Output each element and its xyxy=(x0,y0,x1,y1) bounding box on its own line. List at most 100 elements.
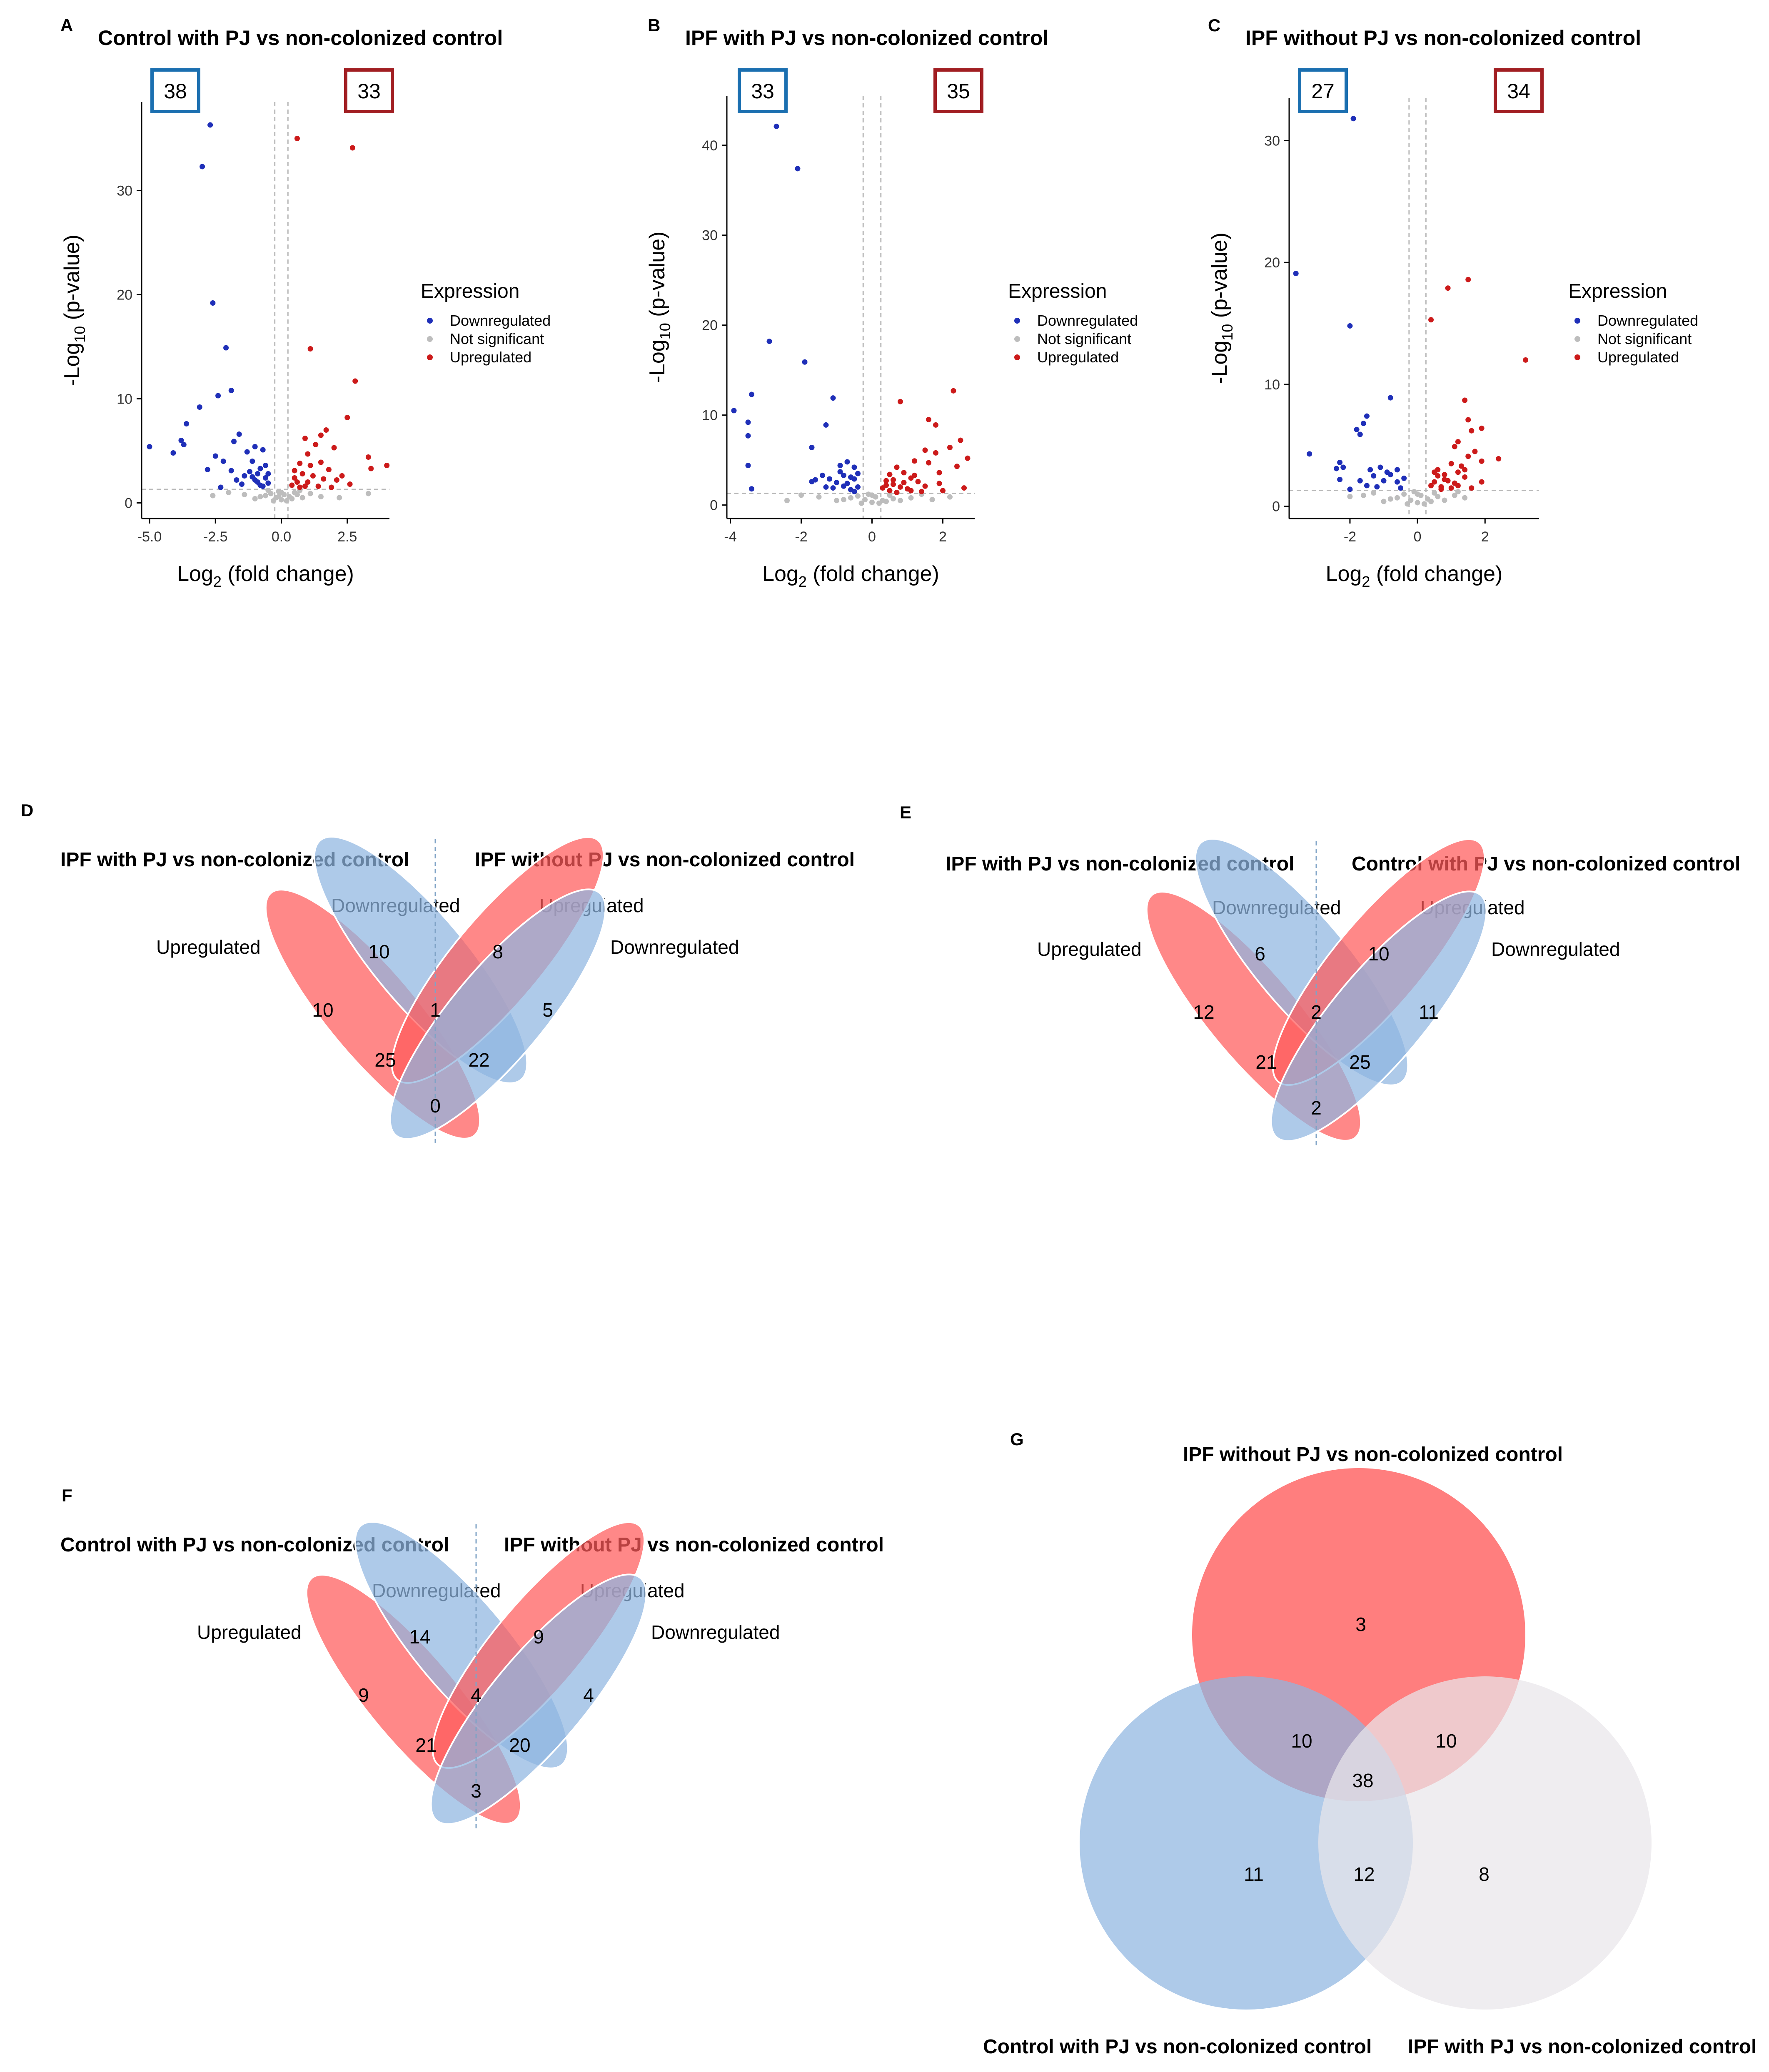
count-up: 34 xyxy=(1507,80,1530,103)
data-point-not-significant xyxy=(887,492,893,498)
data-point-upregulated xyxy=(1472,449,1478,454)
data-point-upregulated xyxy=(894,464,900,470)
count-box-down xyxy=(1298,68,1348,113)
y-axis-title-sub: 10 xyxy=(656,323,674,339)
volcano-panel-C: C IPF without PJ vs non-colonized control… xyxy=(1208,15,1698,590)
data-point-upregulated xyxy=(297,484,303,490)
panel-letter: F xyxy=(62,1486,72,1505)
set-label-left-up: Upregulated xyxy=(197,1621,302,1643)
venn-set-title-top: IPF without PJ vs non-colonized control xyxy=(1183,1444,1563,1466)
data-point-downregulated xyxy=(244,449,250,455)
data-point-not-significant xyxy=(1432,490,1437,496)
data-point-downregulated xyxy=(1337,459,1343,465)
data-point-upregulated xyxy=(894,489,900,495)
data-point-not-significant xyxy=(834,498,839,504)
data-point-not-significant xyxy=(1394,495,1400,501)
venn-circle-right xyxy=(1318,1676,1652,2010)
data-point-not-significant xyxy=(289,496,295,501)
data-point-upregulated xyxy=(1459,463,1465,469)
data-point-downregulated xyxy=(250,459,255,464)
data-point-downregulated xyxy=(220,459,226,464)
venn-count-up-x-up: 21 xyxy=(1255,1051,1277,1073)
venn-count-left-up-only: 10 xyxy=(312,999,333,1021)
venn-ellipse-downR xyxy=(430,1573,647,1825)
data-point-not-significant xyxy=(1401,491,1407,497)
legend-label: Not significant xyxy=(1597,330,1692,347)
x-axis-title-part: Log xyxy=(762,562,798,586)
data-point-upregulated xyxy=(1445,285,1451,291)
data-point-upregulated xyxy=(883,478,889,484)
data-point-upregulated xyxy=(1432,479,1437,485)
venn-count-left-down-only: 14 xyxy=(409,1626,430,1648)
y-tick-label: 0 xyxy=(710,498,718,514)
legend-title: Expression xyxy=(1568,280,1667,302)
data-point-upregulated xyxy=(349,145,355,151)
data-point-upregulated xyxy=(961,485,967,491)
data-point-upregulated xyxy=(305,479,311,485)
data-point-not-significant xyxy=(883,499,889,504)
data-point-downregulated xyxy=(200,164,205,170)
data-point-not-significant xyxy=(891,496,896,501)
data-point-upregulated xyxy=(289,482,295,488)
data-point-downregulated xyxy=(837,463,843,469)
data-point-not-significant xyxy=(1371,490,1377,496)
venn-count-right-only: 8 xyxy=(1479,1863,1490,1885)
data-point-upregulated xyxy=(1448,485,1454,491)
data-point-upregulated xyxy=(919,489,924,494)
data-point-upregulated xyxy=(915,479,921,484)
data-point-not-significant xyxy=(1462,495,1468,501)
venn-ellipse-downR xyxy=(1270,890,1487,1142)
venn-circle-left xyxy=(1080,1676,1413,2010)
y-axis-title-part: (p-value) xyxy=(645,232,669,323)
x-tick-label: 2 xyxy=(1481,529,1489,545)
data-point-downregulated xyxy=(1374,484,1380,490)
data-point-upregulated xyxy=(1452,444,1457,449)
legend-key-not-significant xyxy=(427,336,433,342)
data-point-upregulated xyxy=(940,488,946,494)
set-label-right-down: Downregulated xyxy=(651,1621,780,1643)
data-point-not-significant xyxy=(1435,494,1441,499)
legend-label: Upregulated xyxy=(450,349,531,366)
y-tick-label: 10 xyxy=(1264,377,1280,393)
venn-set-title-left: Control with PJ vs non-colonized control xyxy=(983,2036,1372,2058)
data-point-upregulated xyxy=(933,450,938,456)
data-point-upregulated xyxy=(307,463,313,468)
data-point-not-significant xyxy=(337,495,342,501)
data-point-downregulated xyxy=(257,466,263,471)
venn-count-top-only: 3 xyxy=(1355,1613,1366,1635)
count-up: 35 xyxy=(947,80,970,103)
venn-right-title: IPF without PJ vs non-colonized control xyxy=(504,1534,884,1556)
data-point-downregulated xyxy=(1347,323,1353,329)
panel-letter: G xyxy=(1010,1429,1024,1449)
data-point-downregulated xyxy=(234,477,240,483)
set-label-right-down: Downregulated xyxy=(1491,938,1620,960)
panel-letter: E xyxy=(900,803,911,822)
data-point-upregulated xyxy=(1479,425,1485,431)
data-point-upregulated xyxy=(926,460,931,466)
x-axis-title-sub: 2 xyxy=(798,573,807,590)
data-point-downregulated xyxy=(745,433,751,439)
legend-title: Expression xyxy=(1008,280,1107,302)
data-point-not-significant xyxy=(1347,494,1353,499)
data-point-downregulated xyxy=(1398,485,1404,491)
legend-key-upregulated xyxy=(1014,354,1020,360)
data-point-upregulated xyxy=(1432,469,1437,475)
x-axis-title-sub: 2 xyxy=(213,573,222,590)
data-point-upregulated xyxy=(294,479,300,485)
legend-label: Downregulated xyxy=(1597,312,1698,329)
venn-set-title-right: IPF with PJ vs non-colonized control xyxy=(1408,2036,1757,2058)
data-point-downregulated xyxy=(1347,486,1353,492)
data-point-downregulated xyxy=(823,484,829,490)
legend-label: Upregulated xyxy=(1597,349,1679,366)
data-point-not-significant xyxy=(947,494,953,500)
data-point-upregulated xyxy=(365,454,371,460)
data-point-downregulated xyxy=(841,472,846,478)
data-point-downregulated xyxy=(1371,473,1377,479)
data-point-downregulated xyxy=(1387,472,1393,478)
data-point-downregulated xyxy=(1387,395,1393,401)
venn-count-up-x-down: 2 xyxy=(1311,1097,1322,1119)
data-point-downregulated xyxy=(184,421,190,426)
venn-count-right-down-only: 4 xyxy=(583,1684,594,1706)
venn-count-up-x-up: 25 xyxy=(374,1049,396,1071)
